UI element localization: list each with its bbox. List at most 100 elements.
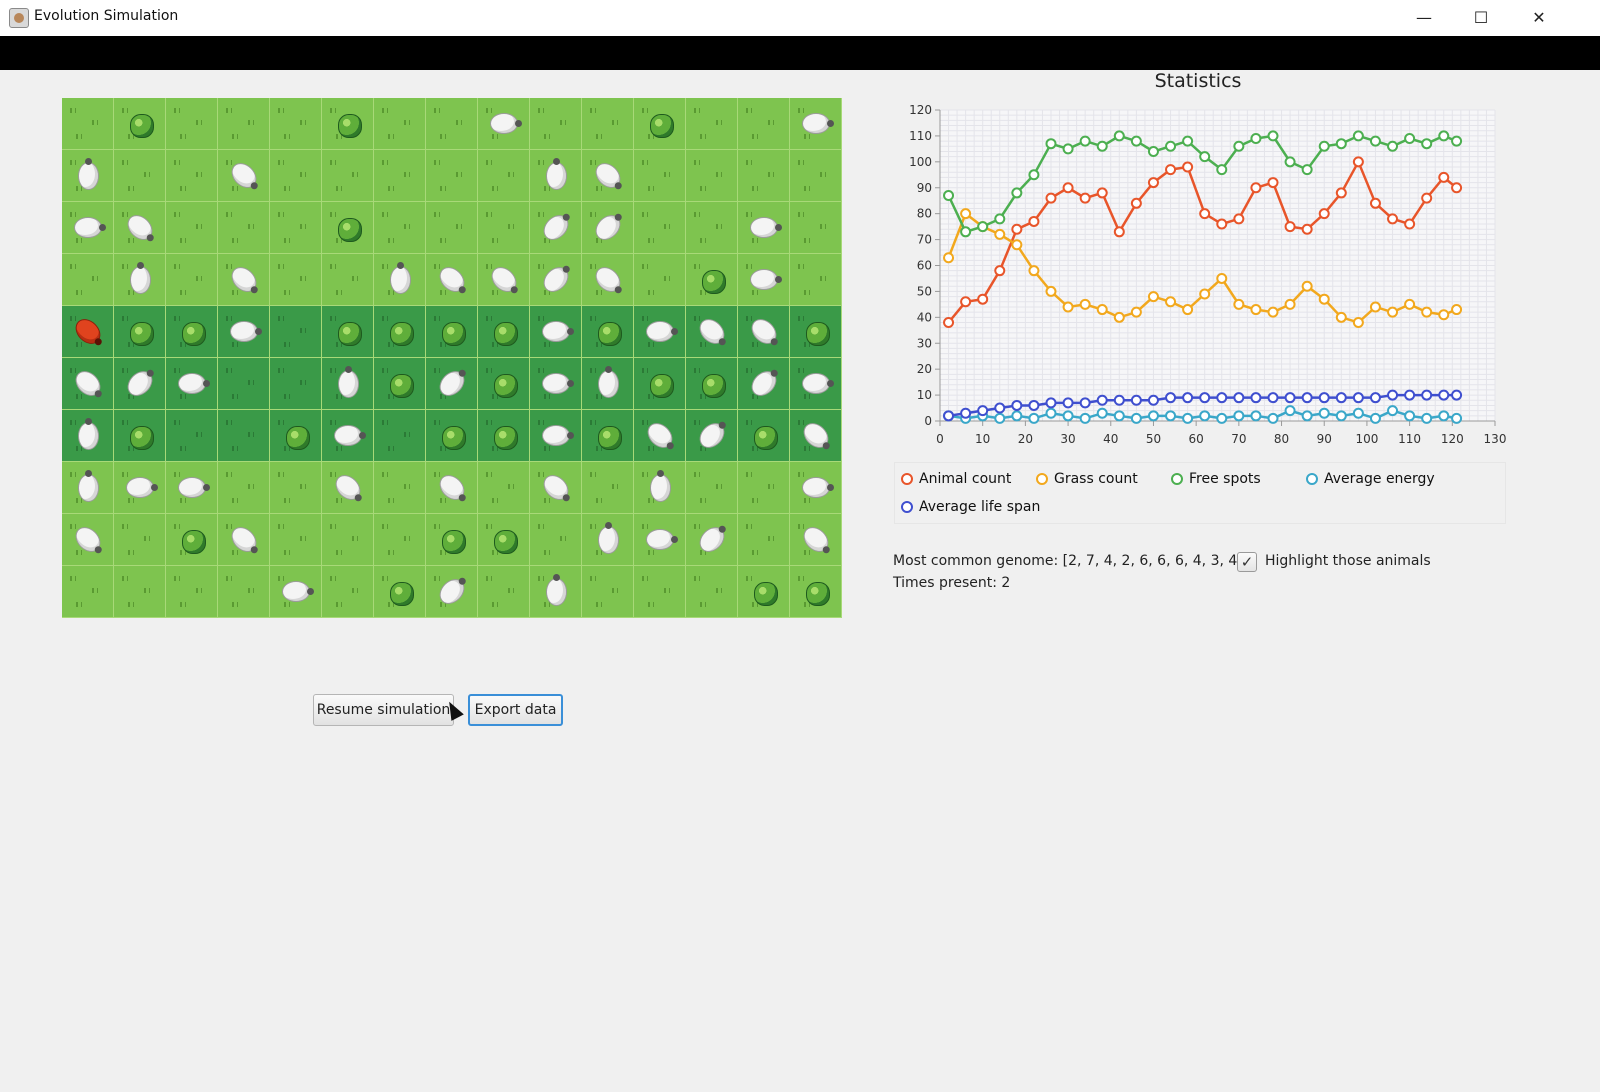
animal-icon[interactable]	[282, 581, 314, 602]
map-cell[interactable]	[738, 514, 790, 566]
map-cell[interactable]	[62, 462, 114, 514]
animal-icon[interactable]	[490, 113, 522, 134]
map-cell[interactable]	[62, 410, 114, 462]
map-cell[interactable]	[582, 514, 634, 566]
map-cell[interactable]	[114, 462, 166, 514]
resume-simulation-button[interactable]: Resume simulation	[313, 694, 454, 726]
map-cell[interactable]	[478, 462, 530, 514]
map-cell[interactable]	[426, 462, 478, 514]
animal-icon[interactable]	[78, 470, 99, 502]
animal-icon[interactable]	[802, 373, 834, 394]
map-cell[interactable]	[478, 514, 530, 566]
map-cell[interactable]	[686, 462, 738, 514]
map-cell[interactable]	[322, 514, 374, 566]
map-cell[interactable]	[582, 306, 634, 358]
map-cell[interactable]	[166, 462, 218, 514]
map-cell[interactable]	[374, 202, 426, 254]
map-cell[interactable]	[218, 150, 270, 202]
map-cell[interactable]	[530, 462, 582, 514]
animal-icon[interactable]	[74, 217, 106, 238]
map-cell[interactable]	[738, 254, 790, 306]
map-cell[interactable]	[322, 358, 374, 410]
map-cell[interactable]	[374, 566, 426, 618]
map-cell[interactable]	[62, 566, 114, 618]
map-cell[interactable]	[322, 410, 374, 462]
map-cell[interactable]	[478, 358, 530, 410]
map-cell[interactable]	[426, 150, 478, 202]
animal-icon[interactable]	[546, 158, 567, 190]
map-cell[interactable]	[738, 202, 790, 254]
map-cell[interactable]	[686, 254, 738, 306]
map-cell[interactable]	[582, 462, 634, 514]
map-cell[interactable]	[62, 358, 114, 410]
animal-icon[interactable]	[802, 477, 834, 498]
map-cell[interactable]	[62, 254, 114, 306]
map-cell[interactable]	[478, 98, 530, 150]
animal-icon[interactable]	[542, 321, 574, 342]
map-cell[interactable]	[530, 410, 582, 462]
map-cell[interactable]	[322, 98, 374, 150]
animal-icon[interactable]	[646, 321, 678, 342]
animal-icon[interactable]	[750, 217, 782, 238]
map-cell[interactable]	[166, 254, 218, 306]
map-cell[interactable]	[738, 306, 790, 358]
map-cell[interactable]	[686, 202, 738, 254]
map-cell[interactable]	[374, 254, 426, 306]
animal-icon[interactable]	[650, 470, 671, 502]
map-cell[interactable]	[634, 98, 686, 150]
map-cell[interactable]	[114, 202, 166, 254]
map-cell[interactable]	[166, 566, 218, 618]
map-cell[interactable]	[738, 358, 790, 410]
map-cell[interactable]	[478, 410, 530, 462]
map-cell[interactable]	[426, 98, 478, 150]
minimize-button[interactable]: —	[1416, 8, 1432, 27]
animal-icon[interactable]	[78, 418, 99, 450]
map-cell[interactable]	[270, 514, 322, 566]
map-cell[interactable]	[790, 566, 842, 618]
map-cell[interactable]	[582, 410, 634, 462]
map-cell[interactable]	[218, 358, 270, 410]
map-cell[interactable]	[634, 514, 686, 566]
map-cell[interactable]	[582, 150, 634, 202]
map-cell[interactable]	[322, 306, 374, 358]
map-cell[interactable]	[270, 410, 322, 462]
map-cell[interactable]	[582, 566, 634, 618]
export-data-button[interactable]: Export data	[468, 694, 563, 726]
map-cell[interactable]	[322, 462, 374, 514]
map-cell[interactable]	[218, 306, 270, 358]
map-cell[interactable]	[738, 462, 790, 514]
map-cell[interactable]	[426, 566, 478, 618]
map-cell[interactable]	[62, 98, 114, 150]
map-cell[interactable]	[686, 410, 738, 462]
map-cell[interactable]	[166, 410, 218, 462]
animal-icon[interactable]	[130, 262, 151, 294]
map-cell[interactable]	[114, 410, 166, 462]
map-cell[interactable]	[530, 514, 582, 566]
animal-icon[interactable]	[126, 477, 158, 498]
map-cell[interactable]	[634, 202, 686, 254]
map-cell[interactable]	[374, 306, 426, 358]
map-cell[interactable]	[478, 202, 530, 254]
map-cell[interactable]	[634, 462, 686, 514]
map-cell[interactable]	[166, 306, 218, 358]
map-cell[interactable]	[270, 98, 322, 150]
map-cell[interactable]	[218, 410, 270, 462]
map-cell[interactable]	[790, 462, 842, 514]
animal-icon[interactable]	[750, 269, 782, 290]
map-cell[interactable]	[270, 566, 322, 618]
map-cell[interactable]	[530, 358, 582, 410]
map-cell[interactable]	[478, 566, 530, 618]
map-cell[interactable]	[374, 98, 426, 150]
animal-icon[interactable]	[598, 366, 619, 398]
animal-icon[interactable]	[542, 425, 574, 446]
map-cell[interactable]	[426, 202, 478, 254]
map-cell[interactable]	[478, 254, 530, 306]
map-cell[interactable]	[790, 254, 842, 306]
animal-icon[interactable]	[178, 373, 210, 394]
map-cell[interactable]	[374, 358, 426, 410]
maximize-button[interactable]: ☐	[1473, 8, 1489, 27]
map-cell[interactable]	[322, 566, 374, 618]
animal-icon[interactable]	[802, 113, 834, 134]
map-cell[interactable]	[686, 150, 738, 202]
map-cell[interactable]	[114, 98, 166, 150]
